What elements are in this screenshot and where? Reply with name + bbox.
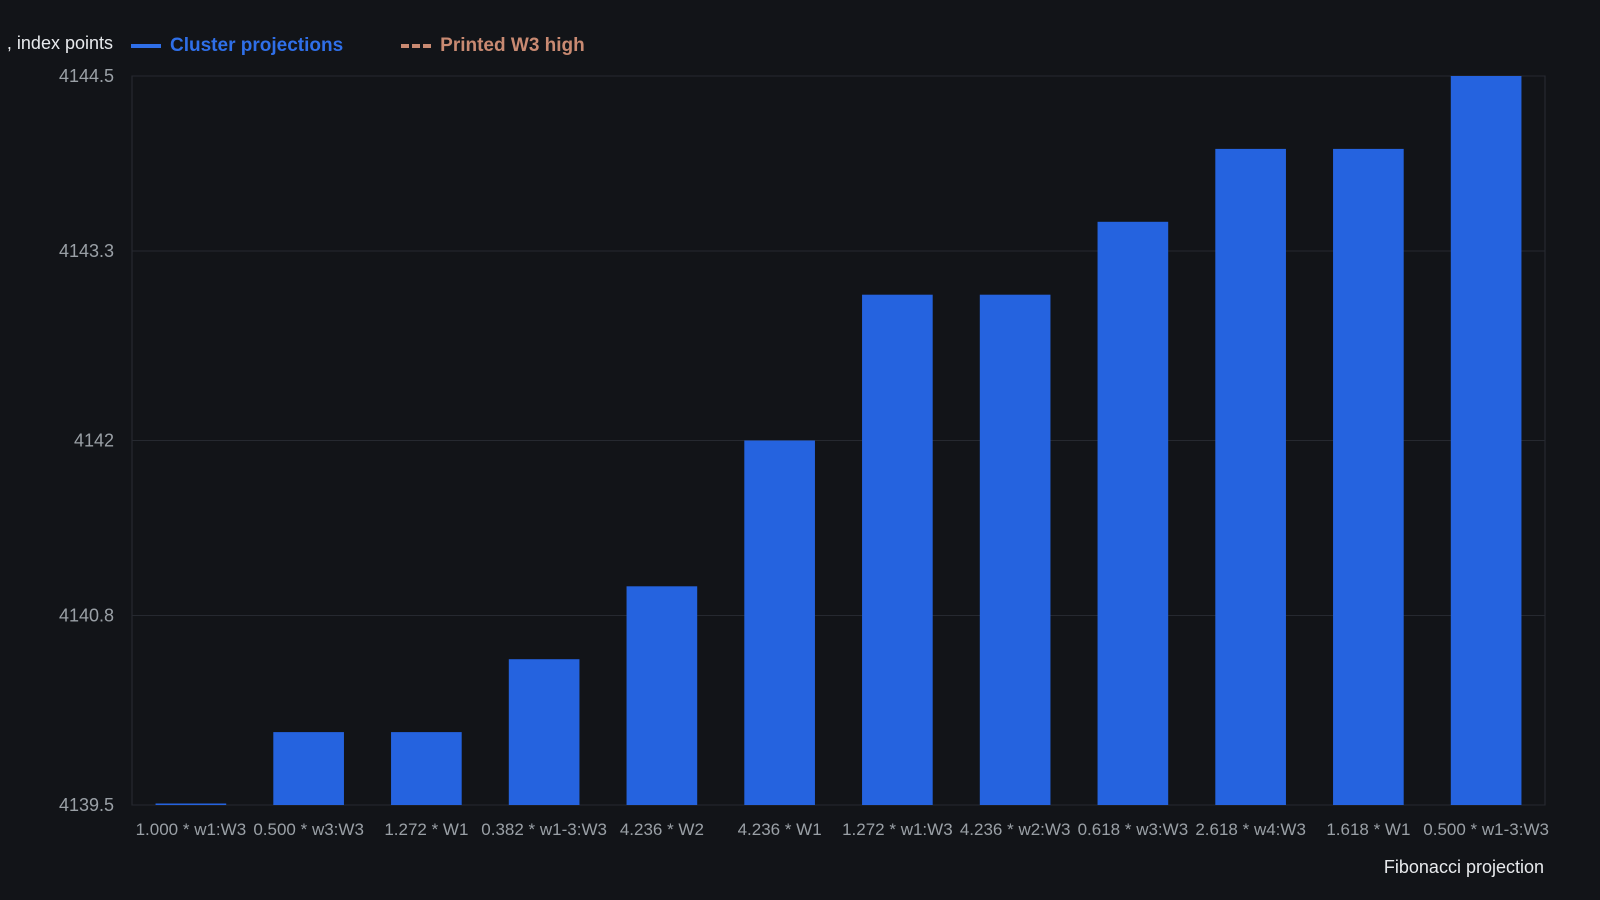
x-tick-label: 4.236 * W2 [620,820,704,839]
grid [131,75,1546,806]
bar [273,732,344,805]
x-tick-label: 1.618 * W1 [1326,820,1410,839]
bar [1333,148,1404,805]
bar [155,803,227,805]
y-tick-label: 4143.3 [59,241,114,261]
legend-swatch-solid [131,44,161,48]
y-tick-label: 4144.5 [59,66,114,86]
bar [1097,221,1169,806]
bar [979,294,1051,805]
bars [155,76,1522,806]
y-tick-label: 4142 [74,431,114,451]
bar [744,440,815,805]
x-tick-label: 0.382 * w1-3:W3 [481,820,607,839]
legend-item-cluster-projections[interactable]: Cluster projections [131,35,343,57]
x-tick-label: 2.618 * w4:W3 [1195,820,1306,839]
x-tick-label: 1.272 * W1 [384,820,468,839]
y-tick-label: 4139.5 [59,795,114,815]
bar [1215,148,1286,805]
bar [862,294,933,805]
legend-swatch-dashed [401,44,432,48]
bar [391,732,462,805]
legend-label: Printed W3 high [440,35,585,56]
legend: Cluster projections Printed W3 high [131,35,643,57]
legend-label: Cluster projections [170,35,344,56]
bar [626,586,698,805]
x-tick-label: 0.500 * w3:W3 [253,820,364,839]
x-tick-label: 4.236 * W1 [738,820,822,839]
y-axis-ticks: 4139.5 4140.8 4142 4143.3 4144.5 [59,66,114,815]
x-axis-ticks: 1.000 * w1:W3 0.500 * w3:W3 1.272 * W1 0.38… [136,820,1549,839]
y-axis-label: , index points [6,33,113,53]
y-tick-label: 4140.8 [59,605,114,625]
x-tick-label: 1.000 * w1:W3 [136,820,247,839]
x-tick-label: 1.272 * w1:W3 [842,820,953,839]
x-tick-label: 4.236 * w2:W3 [960,820,1071,839]
bar [508,659,580,805]
x-axis-label: Fibonacci projection [1383,857,1544,877]
x-tick-label: 0.618 * w3:W3 [1078,820,1189,839]
x-tick-label: 0.500 * w1-3:W3 [1423,820,1549,839]
legend-item-printed-w3-high[interactable]: Printed W3 high [401,35,585,57]
bar [1450,76,1522,805]
